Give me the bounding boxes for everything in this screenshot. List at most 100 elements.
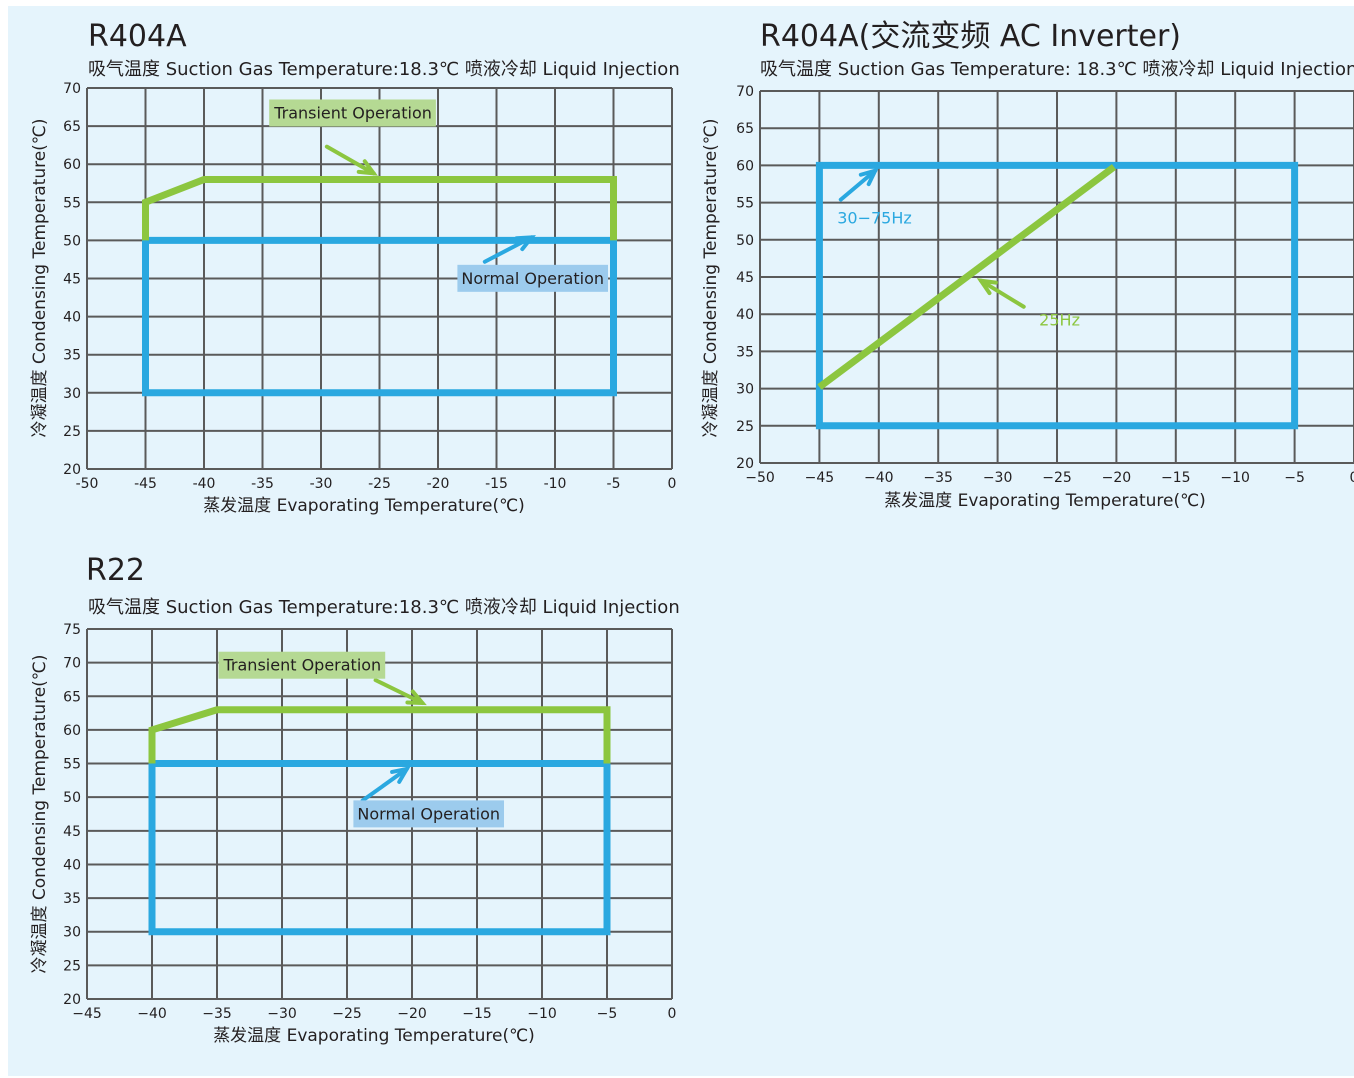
y-tick-label: 45 — [63, 824, 81, 840]
y-tick-label: 25 — [736, 419, 754, 435]
x-tick-label: −5 — [597, 1006, 618, 1022]
annotation-arrow-shaft — [373, 678, 425, 705]
annotation-label-box — [218, 651, 386, 679]
y-tick-label: 50 — [736, 233, 754, 249]
y-axis-label: 冷凝温度 Condensing Temperature(℃) — [701, 118, 721, 437]
tick-labels: −45 −40 −35 −30 −25 −20 −15 −10 −5 0 20 25 30 35 40 45 5… — [63, 622, 676, 1022]
y-tick-label: 25 — [63, 424, 81, 440]
grid — [759, 90, 1354, 464]
series-layer — [148, 706, 611, 936]
x-tick-label: −30 — [267, 1006, 297, 1022]
x-axis-label: 蒸发温度 Evaporating Temperature(℃) — [203, 496, 525, 516]
x-tick-label: −40 — [137, 1006, 167, 1022]
annotation-arrow-head — [356, 159, 378, 176]
series-layer — [142, 175, 617, 397]
y-tick-label: 20 — [736, 456, 754, 472]
annotation-arrow-shaft — [838, 168, 878, 202]
x-tick-label: −15 — [1161, 470, 1191, 486]
annotations: Transient Operation Normal Operation — [218, 651, 505, 828]
y-tick-label: 55 — [736, 196, 754, 212]
annotation-arrow-head — [858, 167, 879, 187]
y-tick-label: 35 — [63, 348, 81, 364]
x-tick-label: −35 — [202, 1006, 232, 1022]
y-tick-label: 75 — [63, 622, 81, 638]
y-axis-label: 冷凝温度 Condensing Temperature(℃) — [30, 654, 50, 973]
chart-subtitle: 吸气温度 Suction Gas Temperature:18.3℃ 喷液冷却 … — [88, 597, 680, 618]
x-tick-label: -30 — [310, 476, 333, 492]
x-tick-label: -10 — [544, 476, 567, 492]
y-tick-label: 30 — [63, 925, 81, 941]
x-tick-label: -15 — [485, 476, 508, 492]
x-tick-label: −20 — [397, 1006, 427, 1022]
y-tick-label: 55 — [63, 757, 81, 773]
tick-labels: −50−45−40−35−30−25−20−15−10−502025303540… — [736, 84, 1354, 486]
chart-r22: R22 吸气温度 Suction Gas Temperature:18.3℃ 喷… — [30, 553, 680, 1046]
y-tick-label: 50 — [63, 790, 81, 806]
annotation-label-transient-operation: Transient Operation — [223, 656, 382, 675]
y-tick-label: 60 — [736, 158, 754, 174]
x-axis-label: 蒸发温度 Evaporating Temperature(℃) — [884, 491, 1206, 511]
annotation-label-transient-operation: Transient Operation — [273, 103, 432, 122]
x-tick-label: -35 — [251, 476, 274, 492]
chart-subtitle: 吸气温度 Suction Gas Temperature:18.3℃ 喷液冷却 … — [88, 59, 680, 80]
y-tick-label: 50 — [63, 233, 81, 249]
annotation-label-box — [457, 264, 609, 292]
annotation-label-25hz: 25Hz — [1039, 310, 1080, 329]
annotation-label-box — [353, 800, 505, 828]
x-tick-label: −40 — [864, 470, 894, 486]
y-tick-label: 60 — [63, 157, 81, 173]
annotation-arrow-head — [390, 766, 411, 784]
y-tick-label: 45 — [736, 270, 754, 286]
x-tick-label: −25 — [332, 1006, 362, 1022]
series-30-75hz — [815, 161, 1299, 430]
tick-labels: -50 -45 -40 -35 -30 -25 -20 -15 -10 -5 02025303540… — [63, 81, 676, 492]
x-tick-label: -5 — [607, 476, 621, 492]
chart-r404a-inverter: R404A(交流变频 AC Inverter) 吸气温度 Suction Gas… — [701, 19, 1354, 511]
annotation-label-normal-operation: Normal Operation — [357, 804, 500, 823]
x-tick-label: −50 — [745, 470, 775, 486]
annotation-arrow-head — [405, 689, 427, 706]
y-tick-label: 55 — [63, 195, 81, 211]
y-tick-label: 40 — [63, 310, 81, 326]
annotations: Transient Operation Normal Operation — [269, 99, 609, 292]
annotation-label-normal-operation: Normal Operation — [461, 269, 604, 288]
x-tick-label: −5 — [1284, 470, 1305, 486]
annotation-arrow-shaft — [360, 766, 409, 803]
x-tick-label: -40 — [193, 476, 216, 492]
x-tick-label: 0 — [1350, 470, 1354, 486]
series-transient-operation — [142, 175, 617, 241]
x-tick-label: 0 — [668, 1006, 677, 1022]
chart-title: R404A — [88, 19, 187, 54]
x-tick-label: −45 — [805, 470, 835, 486]
y-tick-label: 40 — [63, 857, 81, 873]
chart-r404a: R404A 吸气温度 Suction Gas Temperature:18.3℃… — [30, 19, 680, 516]
y-tick-label: 70 — [63, 81, 81, 97]
x-tick-label: −30 — [983, 470, 1013, 486]
annotation-label-box — [269, 99, 436, 127]
annotation-arrow-shaft — [324, 144, 376, 176]
chart-subtitle: 吸气温度 Suction Gas Temperature: 18.3℃ 喷液冷却… — [760, 59, 1354, 80]
y-tick-label: 20 — [63, 462, 81, 478]
y-tick-label: 30 — [63, 386, 81, 402]
y-axis-label: 冷凝温度 Condensing Temperature(℃) — [30, 118, 50, 437]
annotation-arrow-shaft — [978, 278, 1026, 309]
series-transient-operation — [148, 706, 611, 764]
y-tick-label: 20 — [63, 992, 81, 1008]
y-tick-label: 70 — [63, 656, 81, 672]
x-tick-label: −10 — [527, 1006, 557, 1022]
x-axis-label: 蒸发温度 Evaporating Temperature(℃) — [213, 1026, 535, 1046]
x-tick-label: −20 — [1102, 470, 1132, 486]
x-tick-label: -20 — [427, 476, 450, 492]
x-tick-label: −25 — [1042, 470, 1072, 486]
x-tick-label: −35 — [923, 470, 953, 486]
y-tick-label: 65 — [63, 689, 81, 705]
x-tick-label: −10 — [1220, 470, 1250, 486]
y-tick-label: 40 — [736, 307, 754, 323]
annotations: 30−75Hz 25Hz — [837, 167, 1080, 329]
x-tick-label: -25 — [368, 476, 391, 492]
x-tick-label: -45 — [134, 476, 157, 492]
x-tick-label: −45 — [72, 1006, 102, 1022]
series-25hz — [817, 164, 1117, 390]
y-tick-label: 30 — [736, 382, 754, 398]
